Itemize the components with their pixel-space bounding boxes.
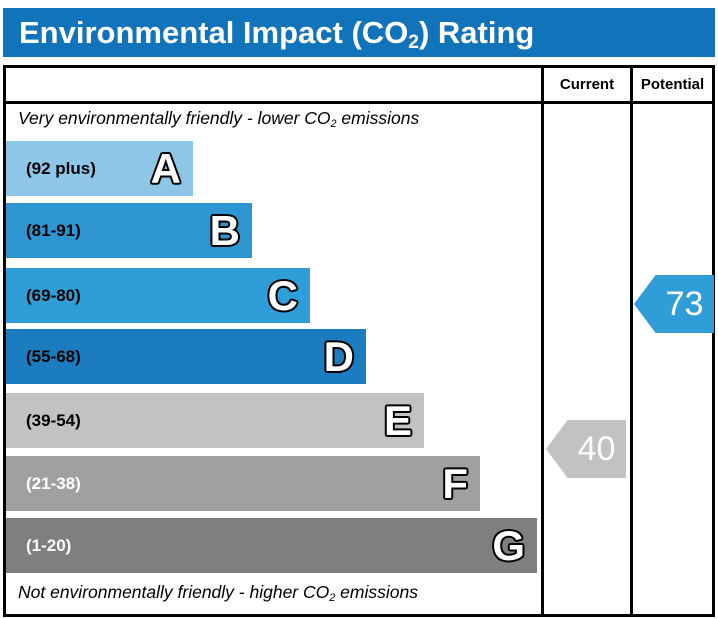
band-range-label: (81-91) <box>26 220 81 240</box>
band-row-d: (55-68) D <box>6 329 366 384</box>
top-note: Very environmentally friendly - lower CO… <box>18 108 420 131</box>
band-range-label: (1-20) <box>26 535 72 555</box>
co2-subscript: 2 <box>408 32 419 54</box>
band-row-c: (69-80) C <box>6 268 310 323</box>
column-header-potential: Potential <box>640 76 705 93</box>
bottom-note: Not environmentally friendly - higher CO… <box>18 582 418 605</box>
page-title: Environmental Impact (CO2) Rating <box>3 8 715 57</box>
band-row-a: (92 plus) A <box>6 141 193 196</box>
band-range-label: (21-38) <box>26 473 81 493</box>
band-row-g: (1-20) G <box>6 518 537 573</box>
band-letter: A <box>150 144 181 192</box>
band-range-label: (69-80) <box>26 285 81 305</box>
co2-subscript: 2 <box>329 592 336 605</box>
band-letter: G <box>492 521 525 569</box>
header-row-divider <box>6 101 712 104</box>
band-letter: D <box>323 332 354 380</box>
potential-rating-value: 73 <box>665 284 704 323</box>
page-title-text: Environmental Impact (CO2) Rating <box>19 15 535 54</box>
column-header-current: Current <box>559 76 615 93</box>
rating-table: Current Potential Very environmentally f… <box>3 65 715 617</box>
band-row-f: (21-38) F <box>6 456 480 511</box>
co2-subscript: 2 <box>330 118 337 131</box>
current-rating-arrow: 40 <box>546 420 626 478</box>
band-letter: B <box>209 206 240 254</box>
current-column-divider <box>541 68 544 614</box>
band-row-e: (39-54) E <box>6 393 424 448</box>
potential-rating-arrow: 73 <box>634 275 714 333</box>
band-range-label: (39-54) <box>26 410 81 430</box>
band-row-b: (81-91) B <box>6 203 252 258</box>
band-letter: C <box>267 271 298 319</box>
band-range-label: (55-68) <box>26 346 81 366</box>
potential-column-divider <box>630 68 633 614</box>
band-letter: E <box>383 396 412 444</box>
band-letter: F <box>442 459 468 507</box>
band-range-label: (92 plus) <box>26 158 96 178</box>
current-rating-value: 40 <box>577 429 616 468</box>
